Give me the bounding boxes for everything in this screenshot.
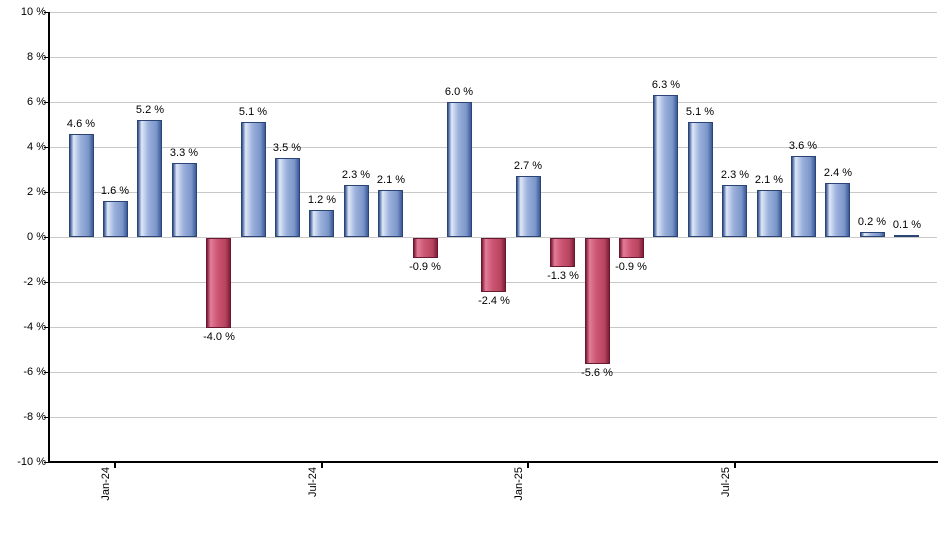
- y-axis-tick: [44, 417, 48, 418]
- bar-value-label: 3.6 %: [788, 140, 818, 152]
- bar-apr-25: [619, 238, 644, 258]
- x-axis-tick: [114, 463, 116, 468]
- bar-value-label: 3.5 %: [272, 142, 302, 154]
- bar-feb-25: [550, 238, 575, 267]
- bar-value-label: 0.1 %: [892, 219, 922, 231]
- bar-jul-25: [722, 185, 747, 237]
- gridline: [49, 327, 937, 328]
- y-axis-tick: [44, 57, 48, 58]
- y-axis-tick: [44, 102, 48, 103]
- bar-nov-25: [860, 232, 885, 237]
- y-axis-tick: [44, 237, 48, 238]
- bar-value-label: 3.3 %: [169, 147, 199, 159]
- bar-value-label: 2.3 %: [720, 169, 750, 181]
- bar-jun-25: [688, 122, 713, 237]
- gridline: [49, 372, 937, 373]
- y-axis-label: -4 %: [23, 321, 46, 333]
- bar-mar-24: [172, 163, 197, 237]
- bar-dec-23: [69, 134, 94, 237]
- bar-apr-24: [206, 238, 231, 328]
- bar-value-label: 4.6 %: [66, 118, 96, 130]
- x-axis-tick-label: Jul-25: [720, 467, 732, 497]
- x-axis-tick: [321, 463, 323, 468]
- bar-value-label: -0.9 %: [615, 261, 647, 273]
- bar-value-label: 1.2 %: [307, 194, 337, 206]
- bar-dec-24: [481, 238, 506, 292]
- bar-value-label: -1.3 %: [547, 270, 579, 282]
- bar-jun-24: [275, 158, 300, 237]
- bar-aug-24: [344, 185, 369, 237]
- x-axis-tick-label: Jul-24: [307, 467, 319, 497]
- bar-oct-24: [413, 238, 438, 258]
- y-axis-label: -10 %: [17, 456, 46, 468]
- bar-value-label: 6.3 %: [651, 79, 681, 91]
- y-axis-tick: [44, 147, 48, 148]
- bar-may-25: [653, 95, 678, 237]
- gridline: [49, 12, 937, 13]
- bar-nov-24: [447, 102, 472, 237]
- y-axis-label: 6 %: [27, 96, 46, 108]
- bar-oct-25: [825, 183, 850, 237]
- bar-value-label: 0.2 %: [857, 216, 887, 228]
- y-axis-label: -6 %: [23, 366, 46, 378]
- y-axis-label: 10 %: [20, 6, 46, 18]
- x-axis-tick: [527, 463, 529, 468]
- bar-jan-25: [516, 176, 541, 237]
- bar-aug-25: [757, 190, 782, 237]
- bar-value-label: 5.1 %: [238, 106, 268, 118]
- bar-value-label: -4.0 %: [203, 331, 235, 343]
- bar-value-label: -5.6 %: [581, 367, 613, 379]
- bar-value-label: 2.1 %: [754, 174, 784, 186]
- x-axis-tick: [734, 463, 736, 468]
- bar-value-label: 2.4 %: [823, 167, 853, 179]
- y-axis-label: -2 %: [23, 276, 46, 288]
- x-axis-line: [48, 461, 938, 463]
- y-axis-label: 2 %: [27, 186, 46, 198]
- bar-sep-25: [791, 156, 816, 237]
- y-axis-label: 8 %: [27, 51, 46, 63]
- bar-value-label: 2.7 %: [513, 160, 543, 172]
- y-axis-tick: [44, 462, 48, 463]
- x-axis-tick-label: Jan-24: [100, 467, 112, 501]
- y-axis-line: [48, 12, 50, 463]
- bar-value-label: 5.2 %: [135, 104, 165, 116]
- gridline: [49, 237, 937, 238]
- y-axis-tick: [44, 327, 48, 328]
- x-axis-tick-label: Jan-25: [513, 467, 525, 501]
- bar-value-label: 2.1 %: [376, 174, 406, 186]
- y-axis-label: 0 %: [27, 231, 46, 243]
- y-axis-tick: [44, 372, 48, 373]
- bar-mar-25: [585, 238, 610, 364]
- gridline: [49, 417, 937, 418]
- bar-feb-24: [137, 120, 162, 237]
- gridline: [49, 147, 937, 148]
- y-axis-tick: [44, 12, 48, 13]
- bar-value-label: -2.4 %: [478, 295, 510, 307]
- gridline: [49, 102, 937, 103]
- bar-dec-25: [894, 235, 919, 237]
- y-axis-label: 4 %: [27, 141, 46, 153]
- y-axis-label: -8 %: [23, 411, 46, 423]
- bar-value-label: 5.1 %: [685, 106, 715, 118]
- bar-sep-24: [378, 190, 403, 237]
- gridline: [49, 192, 937, 193]
- y-axis-tick: [44, 192, 48, 193]
- y-axis-tick: [44, 282, 48, 283]
- bar-value-label: 6.0 %: [444, 86, 474, 98]
- bar-value-label: -0.9 %: [409, 261, 441, 273]
- bar-value-label: 2.3 %: [341, 169, 371, 181]
- bar-may-24: [241, 122, 266, 237]
- bar-jan-24: [103, 201, 128, 237]
- gridline: [49, 57, 937, 58]
- bar-value-label: 1.6 %: [100, 185, 130, 197]
- bar-jul-24: [309, 210, 334, 237]
